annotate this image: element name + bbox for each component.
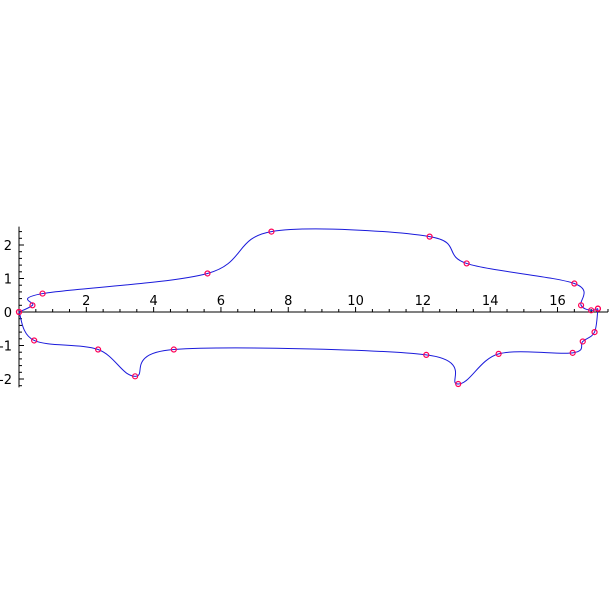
x-tick-label: 10	[347, 294, 364, 309]
x-tick-label: 2	[82, 294, 90, 309]
x-tick-label: 8	[284, 294, 292, 309]
data-point-marker	[577, 302, 585, 309]
data-point-marker	[132, 373, 139, 380]
upper-profile-curve	[18, 228, 599, 313]
lower-profile-curve	[18, 308, 599, 385]
x-tick-label: 12	[415, 294, 432, 309]
curves	[18, 228, 599, 385]
data-point-marker	[29, 302, 36, 309]
y-tick-label: 0	[4, 306, 12, 321]
y-axis-ticks: 2 1 0 -1 -2	[0, 231, 24, 388]
data-point-marker	[204, 270, 211, 277]
data-point-marker	[591, 329, 598, 336]
data-point-marker	[588, 307, 595, 314]
data-point-marker	[170, 346, 177, 353]
data-point-marker	[495, 350, 502, 357]
y-tick-label: -1	[0, 340, 12, 355]
data-point-marker	[423, 351, 430, 358]
y-tick-label: -2	[0, 373, 12, 388]
markers	[15, 228, 602, 388]
x-tick-label: 6	[217, 294, 225, 309]
x-tick-label: 16	[549, 294, 566, 309]
data-point-marker	[39, 290, 46, 297]
data-point-marker	[463, 260, 470, 267]
x-tick-label: 4	[149, 294, 157, 309]
x-axis-ticks: 2 4 6 8 10 12 14 16	[35, 294, 609, 312]
data-point-marker	[31, 337, 38, 344]
data-point-marker	[455, 380, 462, 388]
data-point-marker	[426, 233, 433, 240]
y-tick-label: 2	[4, 239, 12, 254]
data-point-marker	[94, 346, 102, 353]
x-tick-label: 14	[482, 294, 499, 309]
data-point-marker	[594, 305, 602, 312]
data-point-marker	[571, 280, 578, 287]
data-point-marker	[569, 349, 576, 356]
y-tick-label: 1	[4, 273, 12, 288]
data-point-marker	[579, 338, 586, 345]
data-point-marker	[268, 228, 275, 235]
data-point-marker	[15, 308, 23, 316]
